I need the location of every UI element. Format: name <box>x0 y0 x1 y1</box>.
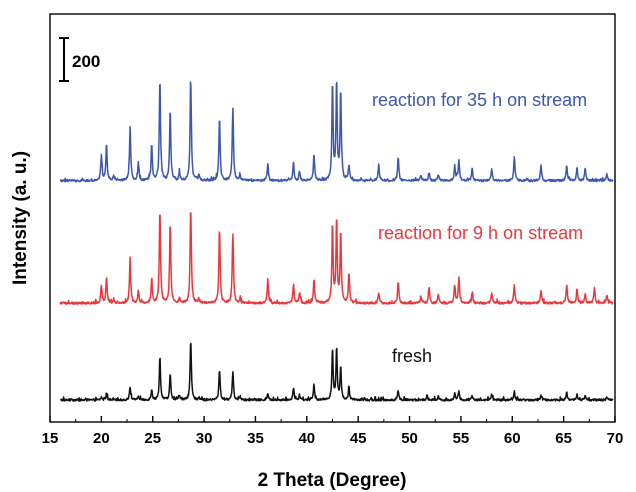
x-tick-label-20: 20 <box>93 430 110 447</box>
x-tick-label-40: 40 <box>298 430 315 447</box>
series-line-1 <box>59 212 614 305</box>
scale-bar: 200 <box>59 37 100 82</box>
x-tick-label-35: 35 <box>247 430 264 447</box>
x-axis-title: 2 Theta (Degree) <box>258 470 407 491</box>
x-tick-label-30: 30 <box>196 430 213 447</box>
x-tick-label-55: 55 <box>453 430 470 447</box>
x-axis-ticks: 15 20 25 30 35 40 45 50 55 60 65 70 <box>42 416 624 447</box>
series-line-0 <box>59 342 614 402</box>
series-line-2 <box>59 81 614 183</box>
x-tick-label-15: 15 <box>42 430 59 447</box>
x-tick-label-50: 50 <box>401 430 418 447</box>
series-label-fresh: fresh <box>392 346 432 366</box>
series-label-9h: reaction for 9 h on stream <box>378 223 583 243</box>
x-tick-label-25: 25 <box>144 430 161 447</box>
x-tick-label-70: 70 <box>607 430 624 447</box>
x-tick-label-45: 45 <box>350 430 367 447</box>
series-traces <box>59 81 614 402</box>
x-tick-label-60: 60 <box>504 430 521 447</box>
x-tick-label-65: 65 <box>555 430 572 447</box>
series-label-35h: reaction for 35 h on stream <box>372 90 587 110</box>
y-axis-title: Intensity (a. u.) <box>10 151 31 285</box>
scale-bar-label: 200 <box>72 52 100 71</box>
